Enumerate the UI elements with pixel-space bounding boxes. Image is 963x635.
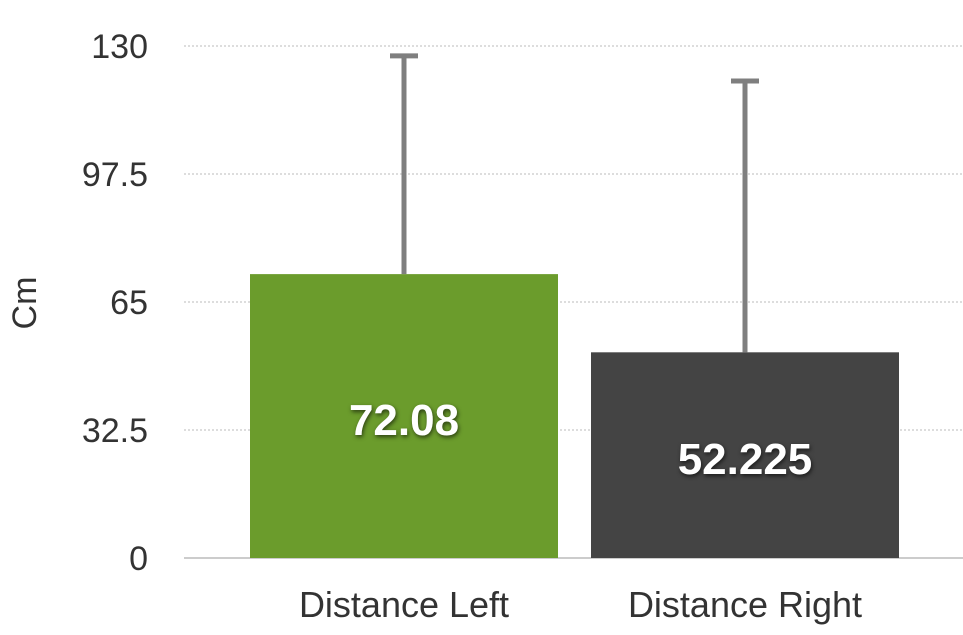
bar-value-label: 72.08 [349,396,459,445]
y-axis-title: Cm [6,277,44,330]
y-tick-labels: 0 32.5 65 97.5 130 [82,28,148,578]
value-labels: 72.08 52.225 [349,396,812,484]
y-tick-label: 0 [129,540,148,578]
y-tick-label: 97.5 [82,156,148,194]
bar-value-label: 52.225 [678,435,813,484]
bars [250,274,899,558]
bar-distance-left [250,274,558,558]
bar-distance-right [591,352,899,558]
category-label: Distance Right [628,584,862,625]
error-bars [390,53,759,353]
y-tick-label: 65 [110,284,148,322]
category-labels: Distance Left Distance Right [299,584,862,625]
y-tick-label: 130 [91,28,148,66]
category-label: Distance Left [299,584,509,625]
y-tick-label: 32.5 [82,412,148,450]
